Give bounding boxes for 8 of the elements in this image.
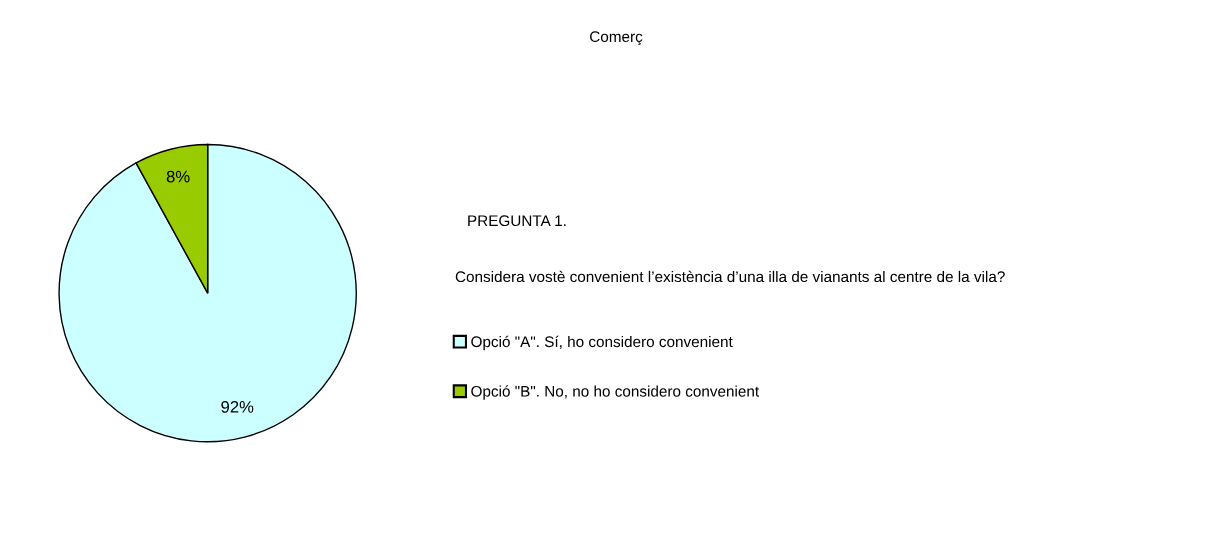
legend-label: Opció "A". Sí, ho considero convenient xyxy=(471,335,733,351)
text: PREGUNTA 1. xyxy=(468,215,566,227)
legend-label: Opció "B". No, no ho considero convenient xyxy=(471,385,760,400)
data-label: 8% xyxy=(166,170,190,183)
text: Considera vostè convenient l’existència d’una illa de vianants al centre de la vila? xyxy=(455,270,1005,283)
pie-slice xyxy=(58,143,357,443)
chart-title: Comerç xyxy=(590,31,643,46)
data-label: 92% xyxy=(221,400,254,413)
